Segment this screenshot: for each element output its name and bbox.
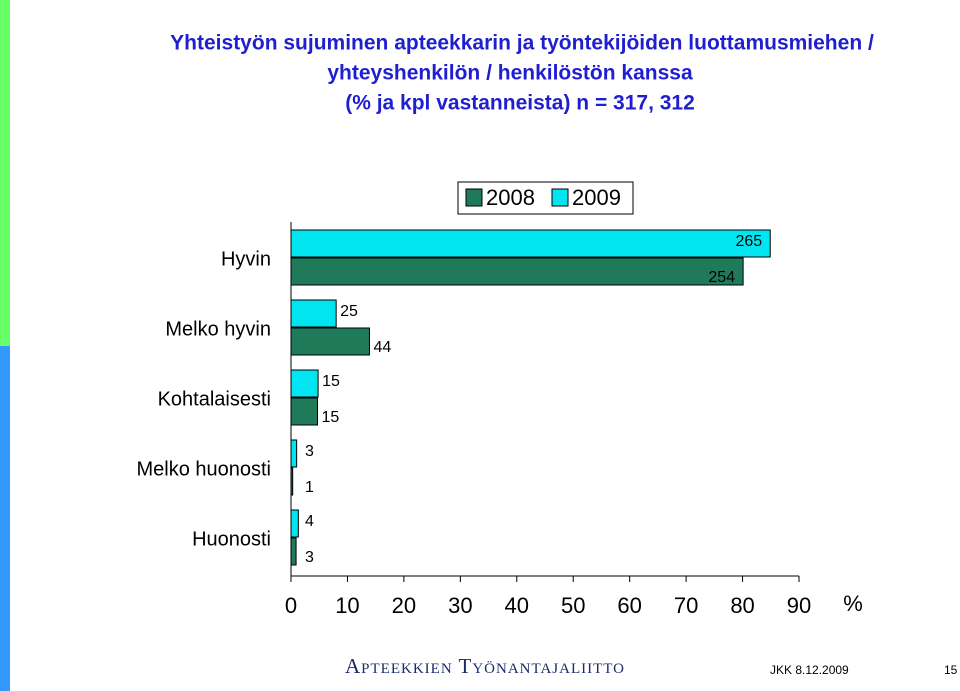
x-tick-label: 60 bbox=[617, 593, 641, 618]
data-label: 44 bbox=[373, 339, 391, 356]
bar bbox=[290, 229, 771, 258]
title-line: (% ja kpl vastanneista) n = 317, 312 bbox=[345, 92, 695, 115]
data-label: 3 bbox=[305, 443, 314, 460]
y-tick-label: Hyvin bbox=[221, 248, 271, 270]
bar bbox=[290, 467, 294, 496]
x-axis-label: % bbox=[843, 591, 863, 616]
data-label: 15 bbox=[322, 373, 340, 390]
x-tick-label: 30 bbox=[448, 593, 472, 618]
x-tick-label: 90 bbox=[787, 593, 811, 618]
bar bbox=[290, 439, 298, 468]
legend-swatch bbox=[465, 188, 483, 207]
data-label: 3 bbox=[305, 549, 314, 566]
bar bbox=[290, 509, 299, 538]
bar bbox=[290, 537, 297, 566]
footer-date: JKK 8.12.2009 bbox=[770, 663, 849, 677]
bar bbox=[290, 369, 319, 398]
legend-label: 2009 bbox=[572, 185, 621, 210]
legend-label: 2008 bbox=[486, 185, 535, 210]
y-tick-label: Melko huonosti bbox=[136, 458, 271, 480]
data-label: 15 bbox=[322, 409, 340, 426]
title-line: Yhteistyön sujuminen apteekkarin ja työn… bbox=[170, 32, 874, 55]
y-tick-label: Melko hyvin bbox=[165, 318, 271, 340]
bar bbox=[290, 299, 337, 328]
legend-swatch bbox=[551, 188, 569, 207]
x-tick-label: 0 bbox=[285, 593, 297, 618]
x-tick-label: 10 bbox=[335, 593, 359, 618]
data-label: 1 bbox=[305, 479, 314, 496]
stripe-green bbox=[0, 0, 10, 346]
x-tick-label: 80 bbox=[730, 593, 754, 618]
title-line: yhteyshenkilön / henkilöstön kanssa bbox=[327, 62, 693, 85]
bar bbox=[290, 327, 370, 356]
x-tick-label: 50 bbox=[561, 593, 585, 618]
bar bbox=[290, 397, 319, 426]
footer-org: Apteekkien Työnantajaliitto bbox=[345, 654, 625, 678]
y-tick-label: Kohtalaisesti bbox=[158, 388, 271, 410]
x-tick-label: 70 bbox=[674, 593, 698, 618]
data-label: 254 bbox=[708, 269, 735, 286]
y-tick-label: Huonosti bbox=[192, 528, 271, 550]
legend-box bbox=[457, 181, 634, 215]
x-tick-label: 20 bbox=[392, 593, 416, 618]
bar bbox=[290, 257, 744, 286]
footer-page: 15 bbox=[944, 663, 958, 677]
data-label: 25 bbox=[340, 303, 358, 320]
stripe-blue bbox=[0, 346, 10, 691]
data-label: 4 bbox=[305, 513, 314, 530]
x-tick-label: 40 bbox=[505, 593, 529, 618]
data-label: 265 bbox=[736, 233, 763, 250]
